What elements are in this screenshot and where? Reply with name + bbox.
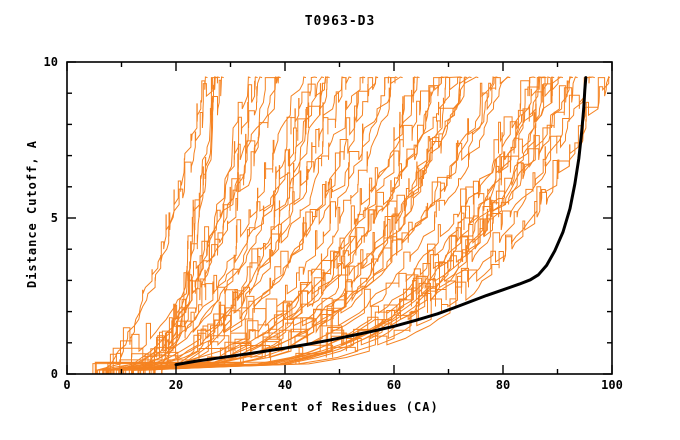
axis-frame-layer	[66, 61, 613, 375]
x-tick-label-60: 60	[386, 378, 402, 392]
predictor-curve	[103, 76, 578, 374]
predictor-curve	[95, 76, 398, 374]
predictor-curve	[132, 76, 251, 374]
x-tick-label-0: 0	[63, 378, 71, 392]
predictor-curve	[95, 76, 278, 374]
predictor-curve	[105, 76, 318, 374]
predictor-curve	[119, 76, 420, 374]
predictor-curve	[132, 76, 574, 374]
predictor-curve	[115, 76, 462, 374]
predictor-curve	[111, 76, 325, 374]
predictor-curve	[110, 76, 352, 374]
predictor-curve	[97, 76, 444, 374]
predictor-curve	[152, 76, 345, 374]
predictor-curves-layer	[92, 76, 611, 374]
predictor-curve	[123, 76, 468, 374]
predictor-curve	[95, 76, 328, 374]
predictor-curve	[148, 76, 391, 374]
x-tick-label-20: 20	[168, 378, 184, 392]
x-axis-label: Percent of Residues (CA)	[241, 400, 439, 414]
predictor-curve	[102, 76, 208, 374]
predictor-curve	[107, 76, 462, 374]
y-tick-label-0: 0	[50, 367, 58, 381]
predictor-curve	[113, 76, 281, 374]
predictor-curve	[154, 76, 224, 374]
predictor-curve	[94, 76, 595, 374]
x-tick-label-40: 40	[277, 378, 293, 392]
predictor-curve	[143, 76, 463, 374]
y-tick-label-5: 5	[50, 211, 58, 225]
y-tick-label-10: 10	[43, 55, 58, 69]
predictor-curve	[108, 76, 281, 374]
chart-title: T0963-D3	[304, 14, 376, 29]
reference-curve	[174, 76, 588, 367]
predictor-curve	[139, 76, 417, 374]
predictor-curve	[106, 76, 611, 374]
x-tick-label-100: 100	[601, 378, 623, 392]
predictor-curve	[95, 76, 379, 374]
predictor-curve	[107, 76, 510, 374]
predictor-curve	[105, 76, 511, 374]
predictor-curve	[109, 76, 217, 374]
x-tick-label-80: 80	[495, 378, 511, 392]
predictor-curve	[112, 76, 307, 374]
reference-curve-layer	[174, 76, 588, 367]
predictor-curve	[131, 76, 258, 374]
predictor-curve	[125, 76, 479, 374]
predictor-curve	[137, 76, 496, 374]
predictor-curve	[108, 76, 547, 374]
predictor-curve	[102, 76, 551, 374]
predictor-curve	[139, 76, 536, 374]
predictor-curve	[131, 76, 379, 374]
predictor-curve	[140, 76, 403, 374]
